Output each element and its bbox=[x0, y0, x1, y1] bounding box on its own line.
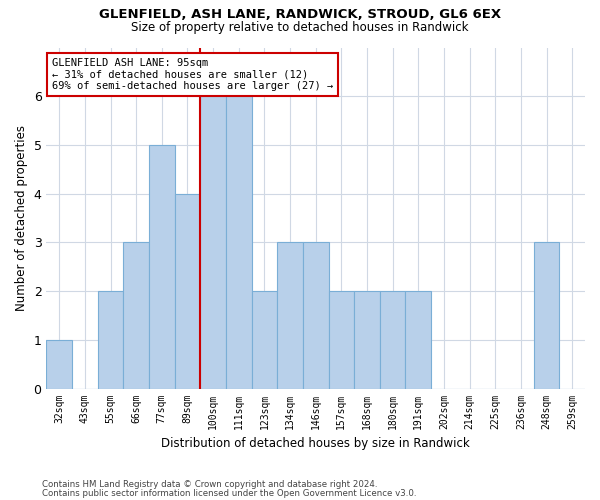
Bar bbox=[124, 242, 149, 388]
Bar bbox=[329, 291, 354, 388]
Bar bbox=[175, 194, 200, 388]
Text: GLENFIELD ASH LANE: 95sqm
← 31% of detached houses are smaller (12)
69% of semi-: GLENFIELD ASH LANE: 95sqm ← 31% of detac… bbox=[52, 58, 333, 91]
Text: Contains HM Land Registry data © Crown copyright and database right 2024.: Contains HM Land Registry data © Crown c… bbox=[42, 480, 377, 489]
Bar bbox=[226, 96, 251, 388]
Bar bbox=[200, 96, 226, 388]
Text: Size of property relative to detached houses in Randwick: Size of property relative to detached ho… bbox=[131, 21, 469, 34]
Text: Contains public sector information licensed under the Open Government Licence v3: Contains public sector information licen… bbox=[42, 489, 416, 498]
Bar bbox=[534, 242, 559, 388]
Bar bbox=[406, 291, 431, 388]
Y-axis label: Number of detached properties: Number of detached properties bbox=[15, 125, 28, 311]
Bar bbox=[98, 291, 124, 388]
Bar bbox=[46, 340, 72, 388]
Bar bbox=[380, 291, 406, 388]
Bar bbox=[354, 291, 380, 388]
Bar bbox=[251, 291, 277, 388]
X-axis label: Distribution of detached houses by size in Randwick: Distribution of detached houses by size … bbox=[161, 437, 470, 450]
Bar bbox=[303, 242, 329, 388]
Bar bbox=[277, 242, 303, 388]
Bar bbox=[149, 145, 175, 388]
Text: GLENFIELD, ASH LANE, RANDWICK, STROUD, GL6 6EX: GLENFIELD, ASH LANE, RANDWICK, STROUD, G… bbox=[99, 8, 501, 20]
